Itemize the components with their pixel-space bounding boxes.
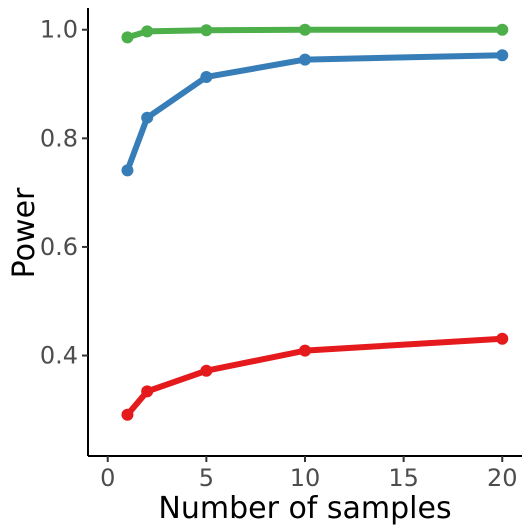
series-2-point: [200, 70, 213, 83]
series-1-point: [200, 24, 213, 37]
series-1-point: [121, 31, 134, 44]
series-3-point: [496, 332, 509, 345]
series-2-point: [121, 164, 134, 177]
series-line-2: [124, 52, 506, 174]
y-tick-label: 0.8: [40, 124, 78, 152]
series-line-3: [124, 335, 506, 418]
y-tick-label: 0.6: [40, 233, 78, 261]
series-3-point: [200, 364, 213, 377]
series-2-point: [141, 111, 154, 124]
plot-area: [121, 23, 509, 421]
series-3-point: [141, 385, 154, 398]
x-tick-label: 20: [487, 464, 518, 492]
y-axis-title: Power: [7, 187, 42, 278]
y-axis-ticks: 0.4 0.6 0.8 1.0: [40, 16, 88, 370]
x-axis-title: Number of samples: [158, 491, 451, 526]
y-tick-label: 0.4: [40, 342, 78, 370]
x-tick-label: 5: [199, 464, 214, 492]
x-axis-ticks: 0 5 10 15 20: [100, 456, 518, 492]
x-tick-label: 15: [388, 464, 419, 492]
series-line-1: [124, 26, 506, 41]
series-2-point: [299, 53, 311, 66]
series-3-point: [121, 408, 134, 421]
series-1-point: [141, 25, 154, 38]
series-1-point: [299, 23, 311, 36]
series-1-point: [496, 23, 509, 36]
series-3-point: [299, 344, 311, 357]
x-tick-label: 10: [290, 464, 321, 492]
y-tick-label: 1.0: [40, 16, 78, 44]
series-2-point: [496, 49, 509, 62]
x-tick-label: 0: [100, 464, 115, 492]
